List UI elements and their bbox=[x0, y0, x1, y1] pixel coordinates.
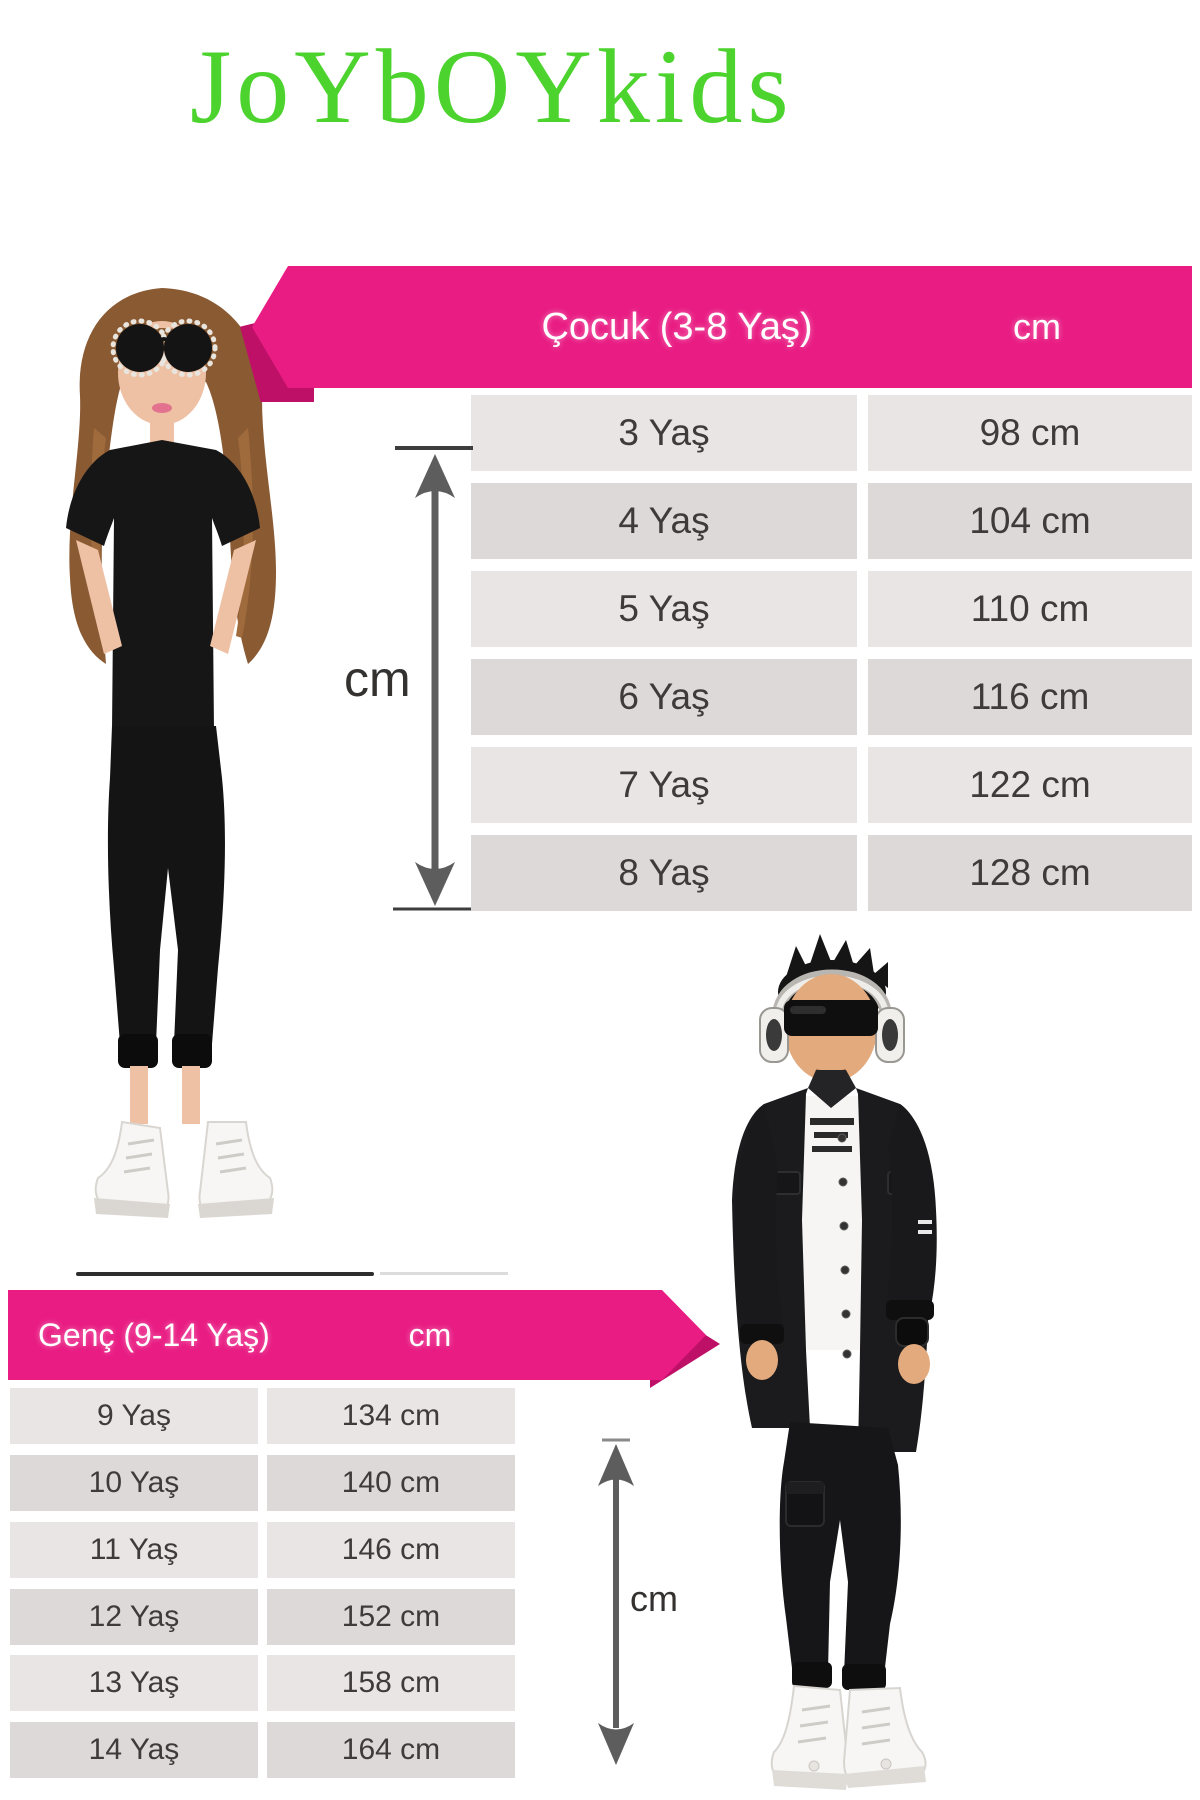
table-row: 3 Yaş 98 cm bbox=[471, 395, 1192, 471]
age-cell: 14 Yaş bbox=[10, 1722, 258, 1778]
height-cell: 98 cm bbox=[868, 395, 1192, 471]
teen-table-title: Genç (9-14 Yaş) bbox=[38, 1316, 270, 1353]
height-measure-arrow-icon bbox=[598, 1438, 634, 1765]
age-cell: 8 Yaş bbox=[471, 835, 857, 911]
banner-body bbox=[8, 1290, 706, 1380]
age-cell: 6 Yaş bbox=[471, 659, 857, 735]
age-cell: 10 Yaş bbox=[10, 1455, 258, 1511]
table-row: 14 Yaş 164 cm bbox=[10, 1722, 515, 1778]
boy-illustration bbox=[732, 934, 937, 1790]
height-cell: 146 cm bbox=[267, 1522, 515, 1578]
height-cell: 164 cm bbox=[267, 1722, 515, 1778]
height-measure-arrow-icon bbox=[393, 446, 473, 911]
table-row: 6 Yaş 116 cm bbox=[471, 659, 1192, 735]
measure-cm-label: cm bbox=[630, 1578, 678, 1619]
girl-illustration bbox=[66, 288, 276, 1218]
banner-body bbox=[252, 266, 1192, 388]
child-table-title: Çocuk (3-8 Yaş) bbox=[541, 305, 813, 348]
age-cell: 11 Yaş bbox=[10, 1522, 258, 1578]
age-cell: 13 Yaş bbox=[10, 1655, 258, 1711]
age-cell: 3 Yaş bbox=[471, 395, 857, 471]
height-cell: 152 cm bbox=[267, 1589, 515, 1645]
measure-cm-label: cm bbox=[344, 651, 411, 707]
child-size-banner: Çocuk (3-8 Yaş) cm bbox=[240, 266, 1192, 402]
table-row: 8 Yaş 128 cm bbox=[471, 835, 1192, 911]
age-cell: 4 Yaş bbox=[471, 483, 857, 559]
girl-photo bbox=[10, 278, 340, 1263]
table-row: 11 Yaş 146 cm bbox=[10, 1522, 515, 1578]
table-row: 10 Yaş 140 cm bbox=[10, 1455, 515, 1511]
boy-photo bbox=[690, 920, 1200, 1800]
table-row: 13 Yaş 158 cm bbox=[10, 1655, 515, 1711]
age-cell: 9 Yaş bbox=[10, 1388, 258, 1444]
child-table-unit-header: cm bbox=[1013, 306, 1061, 347]
teen-size-banner: Genç (9-14 Yaş) cm bbox=[8, 1290, 720, 1388]
table-row: 7 Yaş 122 cm bbox=[471, 747, 1192, 823]
table-row: 4 Yaş 104 cm bbox=[471, 483, 1192, 559]
height-cell: 122 cm bbox=[868, 747, 1192, 823]
brand-logo: JoYbOYkids bbox=[190, 28, 794, 145]
table-row: 9 Yaş 134 cm bbox=[10, 1388, 515, 1444]
height-cell: 134 cm bbox=[267, 1388, 515, 1444]
table-row: 5 Yaş 110 cm bbox=[471, 571, 1192, 647]
age-cell: 12 Yaş bbox=[10, 1589, 258, 1645]
teen-table-unit-header: cm bbox=[408, 1316, 452, 1353]
height-cell: 104 cm bbox=[868, 483, 1192, 559]
age-cell: 5 Yaş bbox=[471, 571, 857, 647]
height-cell: 128 cm bbox=[868, 835, 1192, 911]
height-cell: 110 cm bbox=[868, 571, 1192, 647]
ground-line bbox=[76, 1272, 374, 1276]
height-cell: 140 cm bbox=[267, 1455, 515, 1511]
height-cell: 158 cm bbox=[267, 1655, 515, 1711]
age-cell: 7 Yaş bbox=[471, 747, 857, 823]
ground-line-faint bbox=[380, 1272, 508, 1275]
height-cell: 116 cm bbox=[868, 659, 1192, 735]
table-row: 12 Yaş 152 cm bbox=[10, 1589, 515, 1645]
